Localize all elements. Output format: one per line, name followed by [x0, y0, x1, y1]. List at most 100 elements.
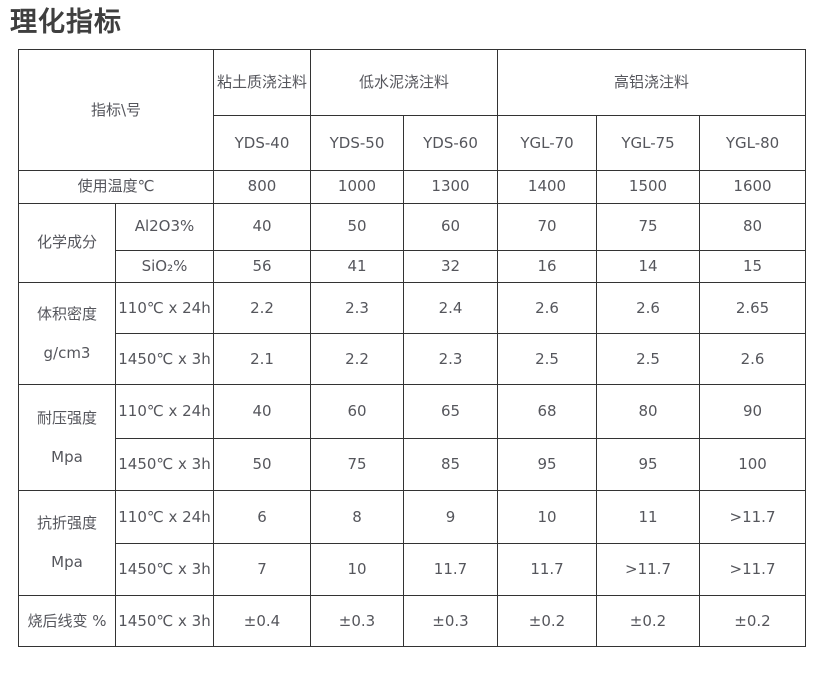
value-cell: 2.1 — [213, 333, 311, 386]
row-service-temperature: 使用温度℃ 800 1000 1300 1400 1500 1600 — [18, 170, 807, 204]
condition-cell: 1450℃ x 3h — [115, 333, 214, 386]
value-cell: 41 — [310, 249, 404, 284]
row-label-cell: 烧后线变 % — [18, 595, 116, 648]
row-flexural-strength-110: 抗折强度 Mpa 110℃ x 24h 6 8 9 10 11 >11.7 — [18, 490, 807, 597]
row-label-line1: 耐压强度 — [36, 408, 97, 427]
value-cell: 80 — [596, 384, 701, 440]
value-cell: 1400 — [497, 170, 598, 204]
value-cell: 40 — [213, 202, 311, 251]
row-label-cell: 体积密度 g/cm3 — [18, 282, 116, 386]
value-cell: 68 — [497, 384, 598, 440]
value-cell: 10 — [497, 490, 598, 545]
row-al2o3: 化学成分 Al2O3% 40 50 60 70 75 80 — [18, 202, 807, 284]
value-cell: ±0.2 — [699, 595, 807, 648]
model-header-cell: YGL-75 — [596, 115, 701, 172]
value-cell: 11 — [596, 490, 701, 545]
condition-cell: 1450℃ x 3h — [115, 438, 214, 492]
row-compressive-strength-110: 耐压强度 Mpa 110℃ x 24h 40 60 65 68 80 90 — [18, 384, 807, 492]
row-label-cell: 使用温度℃ — [18, 170, 214, 204]
value-cell: 100 — [699, 438, 807, 492]
value-cell: 32 — [402, 249, 499, 284]
value-cell: 65 — [402, 384, 499, 440]
value-cell: 70 — [497, 202, 598, 251]
model-header-cell: YDS-60 — [402, 115, 499, 172]
group-header-high-alumina-castable: 高铝浇注料 — [497, 49, 807, 117]
corner-header-cell: 指标\号 — [18, 49, 214, 172]
value-cell: 1000 — [310, 170, 404, 204]
row-label-line2: Mpa — [51, 447, 83, 466]
condition-cell: SiO₂% — [115, 249, 214, 284]
value-cell: 2.5 — [497, 333, 598, 386]
value-cell: ±0.2 — [497, 595, 598, 648]
value-cell: 14 — [596, 249, 701, 284]
value-cell: 56 — [213, 249, 311, 284]
value-cell: 40 — [213, 384, 311, 440]
value-cell: 2.3 — [402, 333, 499, 386]
value-cell: 85 — [402, 438, 499, 492]
value-cell: 2.5 — [596, 333, 701, 386]
row-compressive-strength-1450: 1450℃ x 3h 50 75 85 95 95 100 — [19, 438, 807, 492]
row-label-cell: 耐压强度 Mpa — [18, 384, 116, 492]
group-header-clay-castable: 粘土质浇注料 — [213, 49, 311, 117]
value-cell: 75 — [310, 438, 404, 492]
row-sio2: SiO₂% 56 41 32 16 14 15 — [19, 249, 807, 284]
condition-cell: 1450℃ x 3h — [115, 595, 214, 648]
value-cell: ±0.4 — [213, 595, 311, 648]
value-cell: 2.2 — [310, 333, 404, 386]
value-cell: 1500 — [596, 170, 701, 204]
value-cell: 9 — [402, 490, 499, 545]
value-cell: 2.6 — [699, 333, 807, 386]
row-label-line1: 体积密度 — [36, 304, 97, 323]
value-cell: 6 — [213, 490, 311, 545]
condition-cell: 110℃ x 24h — [115, 490, 214, 545]
value-cell: 95 — [497, 438, 598, 492]
value-cell: 75 — [596, 202, 701, 251]
page-title: 理化指标 — [10, 7, 122, 38]
value-cell: ±0.2 — [596, 595, 701, 648]
header-row-groups: 指标\号 粘土质浇注料 低水泥浇注料 高铝浇注料 — [18, 49, 807, 172]
value-cell: 2.65 — [699, 282, 807, 335]
row-label-line2: g/cm3 — [43, 343, 91, 362]
value-cell: 50 — [310, 202, 404, 251]
value-cell: ±0.3 — [402, 595, 499, 648]
value-cell: ±0.3 — [310, 595, 404, 648]
value-cell: 90 — [699, 384, 807, 440]
value-cell: 2.3 — [310, 282, 404, 335]
header-row-models: YDS-40 YDS-50 YDS-60 YGL-70 YGL-75 YGL-8… — [19, 115, 807, 172]
value-cell: 2.2 — [213, 282, 311, 335]
value-cell: 95 — [596, 438, 701, 492]
value-cell: 11.7 — [402, 543, 499, 597]
value-cell: 8 — [310, 490, 404, 545]
value-cell: >11.7 — [699, 490, 807, 545]
row-bulk-density-110: 体积密度 g/cm3 110℃ x 24h 2.2 2.3 2.4 2.6 2.… — [18, 282, 807, 386]
value-cell: 60 — [402, 202, 499, 251]
row-label-line2: Mpa — [51, 553, 83, 572]
value-cell: 800 — [213, 170, 311, 204]
spec-table: 指标\号 粘土质浇注料 低水泥浇注料 高铝浇注料 YDS-40 YDS-50 Y… — [18, 49, 807, 648]
value-cell: >11.7 — [699, 543, 807, 597]
value-cell: 1300 — [402, 170, 499, 204]
row-label-cell: 化学成分 — [18, 202, 116, 284]
value-cell: 10 — [310, 543, 404, 597]
row-label-line1: 抗折强度 — [36, 514, 97, 533]
group-header-low-cement-castable: 低水泥浇注料 — [309, 49, 499, 117]
value-cell: 2.6 — [497, 282, 598, 335]
model-header-cell: YDS-40 — [213, 115, 311, 172]
model-header-cell: YDS-50 — [310, 115, 404, 172]
value-cell: 15 — [699, 249, 807, 284]
model-header-cell: YGL-80 — [699, 115, 807, 172]
value-cell: 80 — [699, 202, 807, 251]
value-cell: 11.7 — [497, 543, 598, 597]
row-flexural-strength-1450: 1450℃ x 3h 7 10 11.7 11.7 >11.7 >11.7 — [19, 543, 807, 597]
value-cell: >11.7 — [596, 543, 701, 597]
row-linear-change: 烧后线变 % 1450℃ x 3h ±0.4 ±0.3 ±0.3 ±0.2 ±0… — [18, 595, 807, 648]
value-cell: 50 — [213, 438, 311, 492]
value-cell: 2.4 — [402, 282, 499, 335]
row-label-cell: 抗折强度 Mpa — [18, 490, 116, 597]
condition-cell: Al2O3% — [115, 202, 214, 251]
value-cell: 60 — [310, 384, 404, 440]
value-cell: 1600 — [699, 170, 807, 204]
model-header-cell: YGL-70 — [497, 115, 598, 172]
condition-cell: 1450℃ x 3h — [115, 543, 214, 597]
